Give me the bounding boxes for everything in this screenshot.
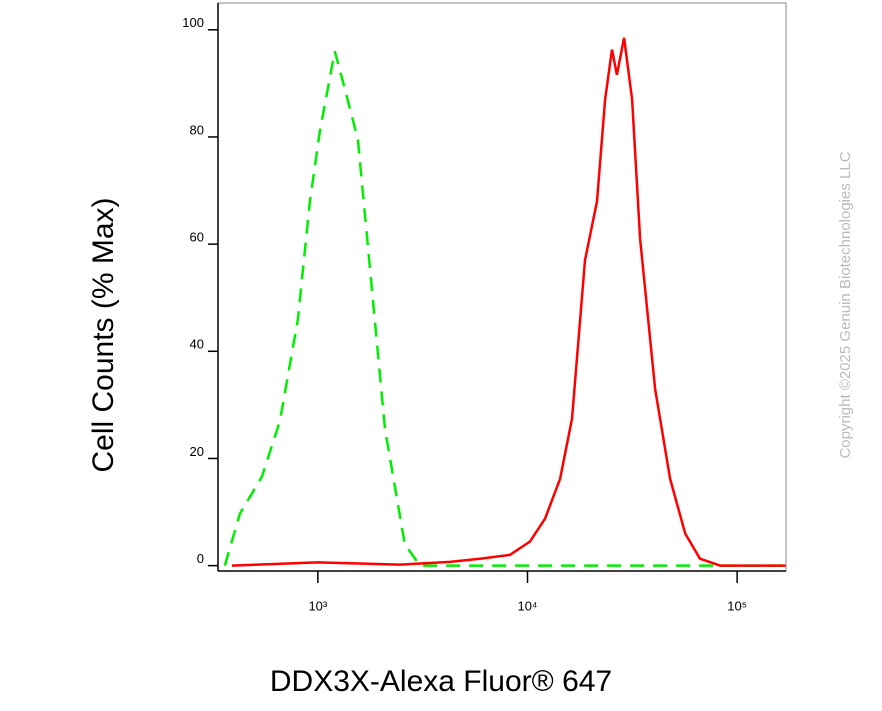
y-axis-label: Cell Counts (% Max) bbox=[87, 197, 120, 472]
y-tick-label: 40 bbox=[190, 337, 204, 352]
y-tick-label: 20 bbox=[190, 444, 204, 459]
series-line bbox=[223, 50, 786, 567]
x-tick-label: 10³ bbox=[308, 598, 327, 613]
x-tick-label: 10⁴ bbox=[517, 598, 537, 613]
plot-frame bbox=[217, 2, 787, 572]
x-axis-label: DDX3X-Alexa Fluor® 647 bbox=[270, 665, 612, 698]
series-line bbox=[231, 37, 786, 567]
x-tick-label: 10⁵ bbox=[727, 598, 747, 613]
y-tick-label: 80 bbox=[190, 122, 204, 137]
y-tick-label: 60 bbox=[190, 230, 204, 245]
y-tick-label: 0 bbox=[197, 551, 204, 566]
watermark: Copyright ©2025 Genuin Biotechnologies L… bbox=[837, 151, 854, 458]
y-tick-label: 100 bbox=[182, 15, 204, 30]
